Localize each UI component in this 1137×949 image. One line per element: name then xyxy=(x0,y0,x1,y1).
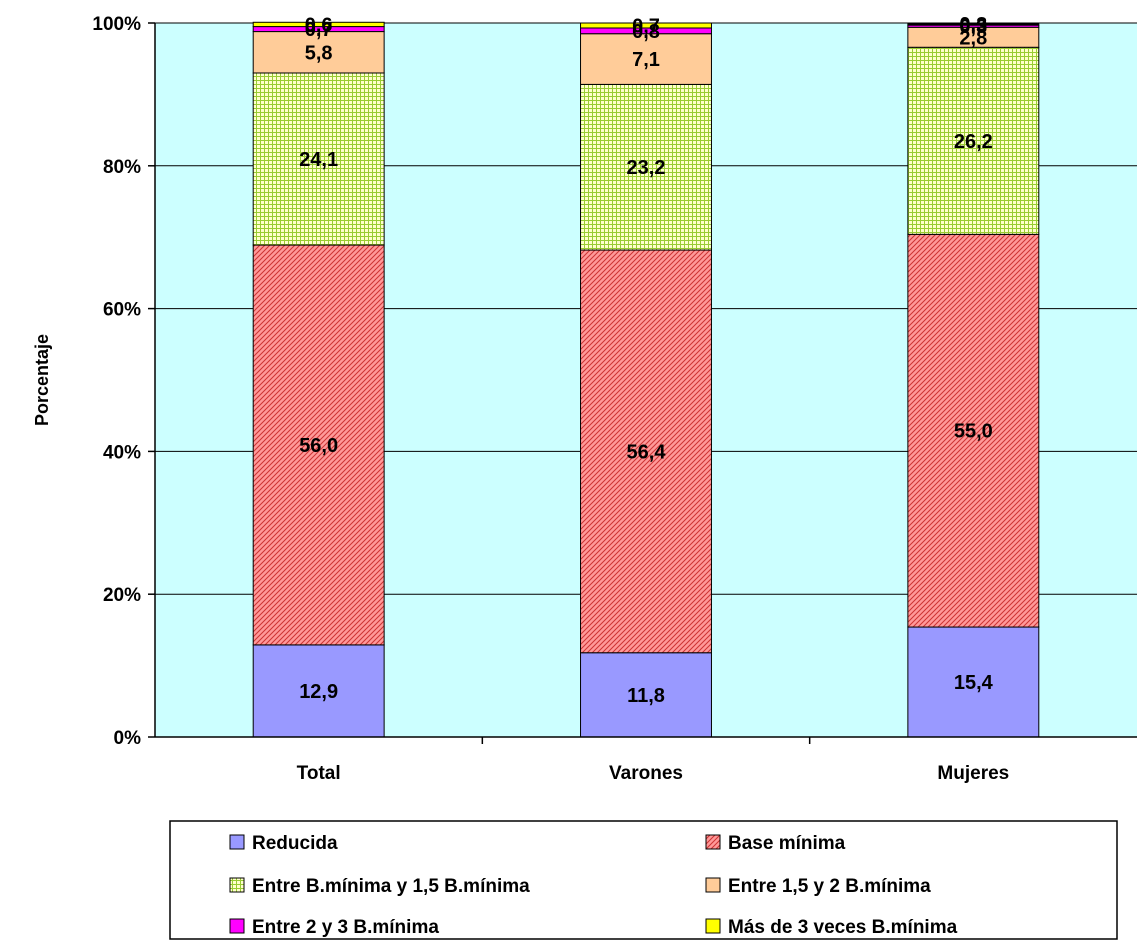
data-label: 23,2 xyxy=(627,157,666,179)
data-label: 7,1 xyxy=(632,49,660,71)
bar-segment xyxy=(252,31,385,74)
legend-entry-label: Entre B.mínima y 1,5 B.mínima xyxy=(252,876,530,897)
legend-swatch xyxy=(229,918,245,934)
bar-segment xyxy=(580,652,712,738)
bar-segment xyxy=(907,233,1040,628)
x-categories: Total Varones Mujeres xyxy=(297,737,1009,784)
bar-segment xyxy=(252,21,385,28)
bar-segment xyxy=(580,22,712,29)
data-label: 15,4 xyxy=(954,672,994,694)
data-label: 0,3 xyxy=(959,16,987,38)
y-tick-label: 100% xyxy=(92,14,141,35)
x-category-label: Varones xyxy=(609,763,683,784)
y-tick-label: 60% xyxy=(103,300,141,321)
data-label: 56,0 xyxy=(299,435,338,457)
x-category-label: Mujeres xyxy=(937,763,1009,784)
bar-segment xyxy=(907,626,1040,738)
y-ticks: 0% 20% 40% 60% 80% 100% xyxy=(92,14,155,749)
bar-segment xyxy=(580,33,712,85)
legend-swatch xyxy=(705,877,721,893)
legend-box xyxy=(169,820,1118,940)
data-label: 0,3 xyxy=(959,14,987,36)
bar-segment xyxy=(252,644,385,738)
data-label: 5,8 xyxy=(305,42,333,64)
y-tick-label: 80% xyxy=(103,157,141,178)
data-label: 0,7 xyxy=(632,15,660,37)
bars xyxy=(252,21,1040,738)
bar-segment xyxy=(580,83,712,251)
bar-segment xyxy=(252,72,385,246)
legend-swatch xyxy=(229,834,245,850)
bar-segment xyxy=(580,249,712,654)
legend-swatch xyxy=(705,918,721,934)
y-tick-label: 20% xyxy=(103,585,141,606)
x-category-label: Total xyxy=(297,763,341,784)
legend-entry-label: Base mínima xyxy=(728,833,846,854)
data-label: 0,6 xyxy=(305,14,333,36)
data-label: 26,2 xyxy=(954,131,993,153)
data-label: 11,8 xyxy=(627,685,665,707)
bar-segment xyxy=(907,22,1040,26)
data-label: 55,0 xyxy=(954,421,993,443)
data-label: 56,4 xyxy=(627,441,667,463)
legend-entry-label: Reducida xyxy=(252,833,338,854)
y-tick-label: 0% xyxy=(114,728,142,749)
axes xyxy=(154,23,1137,738)
bar-segment xyxy=(252,244,385,646)
data-labels: 12,956,024,15,80,70,611,856,423,27,10,80… xyxy=(299,14,993,707)
legend-swatch xyxy=(705,834,721,850)
legend: Reducida Base mínima Entre B.mínima y 1,5 … xyxy=(169,820,1118,940)
data-label: 2,8 xyxy=(959,27,987,49)
legend-entry-label: Entre 1,5 y 2 B.mínima xyxy=(728,876,931,897)
data-label: 12,9 xyxy=(299,681,338,703)
legend-swatch xyxy=(229,877,245,893)
data-label: 0,8 xyxy=(632,21,660,43)
y-tick-label: 40% xyxy=(103,442,141,463)
bar-segment xyxy=(907,46,1040,235)
legend-entry-label: Entre 2 y 3 B.mínima xyxy=(252,917,439,938)
data-label: 24,1 xyxy=(299,149,338,171)
legend-entry-label: Más de 3 veces B.mínima xyxy=(728,917,958,938)
y-axis-label: Porcentaje xyxy=(32,334,52,426)
data-label: 0,7 xyxy=(305,19,333,41)
